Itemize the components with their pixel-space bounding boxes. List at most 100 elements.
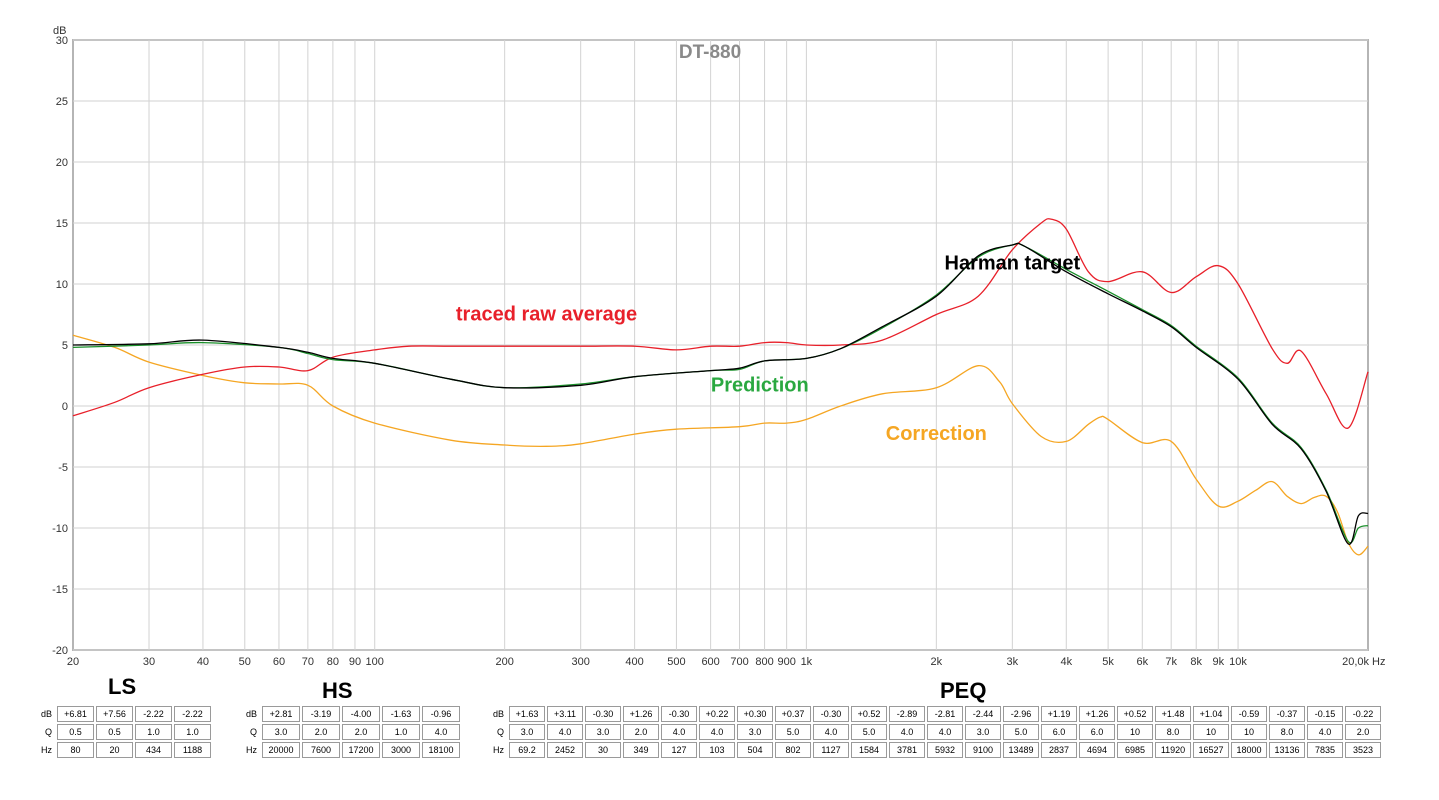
- y-tick-label: 25: [56, 96, 68, 108]
- x-tick-label: 500: [667, 656, 685, 668]
- x-tick-label: 400: [625, 656, 643, 668]
- grid-lines: [73, 39, 1368, 651]
- peq-db-cell: -0.37: [1269, 706, 1306, 722]
- x-tick-label: 6k: [1136, 656, 1148, 668]
- x-tick-label: 90: [349, 656, 361, 668]
- ls-q-cell: 1.0: [174, 724, 212, 740]
- peq-hz-cell: 16527: [1193, 742, 1230, 758]
- hs-db-cell: -4.00: [342, 706, 381, 722]
- peq-q-cell: 6.0: [1041, 724, 1078, 740]
- peq-db-cell: +1.63: [509, 706, 546, 722]
- x-tick-label: 5k: [1102, 656, 1114, 668]
- row-label: Q: [39, 724, 55, 740]
- peq-hz-cell: 504: [737, 742, 774, 758]
- y-axis-ticks: 30 25 20 15 10 5 0 -5 -10 -15 -20: [52, 35, 68, 657]
- peq-q-cell: 2.0: [1345, 724, 1382, 740]
- ls-db-cell: +6.81: [57, 706, 95, 722]
- peq-q-cell: 5.0: [851, 724, 888, 740]
- peq-db-cell: +0.22: [699, 706, 736, 722]
- row-label: Hz: [39, 742, 55, 758]
- peq-hz-cell: 13136: [1269, 742, 1306, 758]
- ls-q-row: Q 0.5 0.5 1.0 1.0: [39, 724, 212, 740]
- peq-hz-cell: 4694: [1079, 742, 1116, 758]
- row-label: dB: [491, 706, 507, 722]
- peq-db-cell: -0.30: [585, 706, 622, 722]
- x-tick-label: 900: [777, 656, 795, 668]
- peq-hz-cell: 2837: [1041, 742, 1078, 758]
- y-tick-label: -10: [52, 523, 68, 535]
- peq-q-cell: 10: [1231, 724, 1268, 740]
- peq-q-cell: 3.0: [585, 724, 622, 740]
- peq-db-cell: +0.52: [1117, 706, 1154, 722]
- x-tick-label: 800: [755, 656, 773, 668]
- peq-db-row: dB +1.63 +3.11 -0.30 +1.26 -0.30 +0.22 +0.30 +0.…: [491, 706, 1382, 722]
- peq-hz-cell: 1127: [813, 742, 850, 758]
- harman-target-line: [72, 242, 1369, 545]
- y-tick-label: 5: [62, 340, 68, 352]
- x-tick-label: 4k: [1060, 656, 1072, 668]
- peq-db-cell: -0.30: [813, 706, 850, 722]
- y-tick-label: -20: [52, 645, 68, 657]
- peq-hz-row: Hz 69.2 2452 30 349 127 103 504 802 1127 1584 3781 5…: [491, 742, 1382, 758]
- x-tick-label: 70: [302, 656, 314, 668]
- hs-hz-cell: 3000: [382, 742, 421, 758]
- ls-db-cell: -2.22: [174, 706, 212, 722]
- ls-hz-cell: 20: [96, 742, 134, 758]
- x-tick-label: 80: [327, 656, 339, 668]
- peq-db-cell: +3.11: [547, 706, 584, 722]
- peq-db-cell: -2.81: [927, 706, 964, 722]
- peq-db-cell: +1.26: [623, 706, 660, 722]
- prediction-line: [72, 242, 1369, 544]
- correction-label: Correction: [886, 423, 987, 445]
- x-tick-label: 8k: [1190, 656, 1202, 668]
- peq-hz-cell: 6985: [1117, 742, 1154, 758]
- ls-hz-cell: 80: [57, 742, 95, 758]
- ls-hz-cell: 1188: [174, 742, 212, 758]
- ls-db-cell: -2.22: [135, 706, 173, 722]
- peq-hz-cell: 1584: [851, 742, 888, 758]
- peq-q-cell: 2.0: [623, 724, 660, 740]
- peq-hz-cell: 69.2: [509, 742, 546, 758]
- traced-raw-average-label: traced raw average: [456, 304, 637, 326]
- ls-hz-cell: 434: [135, 742, 173, 758]
- hs-db-row: dB +2.81 -3.19 -4.00 -1.63 -0.96: [244, 706, 461, 722]
- peq-filter-table: dB +1.63 +3.11 -0.30 +1.26 -0.30 +0.22 +0.30 +0.…: [489, 704, 1383, 760]
- row-label: Q: [491, 724, 507, 740]
- row-label: dB: [39, 706, 55, 722]
- ls-db-row: dB +6.81 +7.56 -2.22 -2.22: [39, 706, 212, 722]
- y-tick-label: 0: [62, 401, 68, 413]
- x-tick-label: 200: [495, 656, 513, 668]
- peq-hz-cell: 103: [699, 742, 736, 758]
- x-tick-label: 20,0k: [1342, 656, 1369, 668]
- x-tick-label: 100: [366, 656, 384, 668]
- x-tick-label: 9k: [1212, 656, 1224, 668]
- hs-filter-table: dB +2.81 -3.19 -4.00 -1.63 -0.96 Q 3.0 2.0 2.0 1.0…: [242, 704, 462, 760]
- peq-db-cell: +1.19: [1041, 706, 1078, 722]
- ls-hz-row: Hz 80 20 434 1188: [39, 742, 212, 758]
- hs-title: HS: [322, 678, 353, 703]
- y-tick-label: 10: [56, 279, 68, 291]
- hs-q-cell: 2.0: [302, 724, 341, 740]
- peq-q-cell: 8.0: [1269, 724, 1306, 740]
- row-label: dB: [244, 706, 260, 722]
- row-label: Hz: [491, 742, 507, 758]
- hs-db-cell: -0.96: [422, 706, 461, 722]
- x-tick-label: 700: [730, 656, 748, 668]
- x-tick-label: 3k: [1007, 656, 1019, 668]
- peq-hz-cell: 18000: [1231, 742, 1268, 758]
- peq-hz-cell: 13489: [1003, 742, 1040, 758]
- y-tick-label: 20: [56, 157, 68, 169]
- peq-db-cell: -0.22: [1345, 706, 1382, 722]
- hs-q-cell: 4.0: [422, 724, 461, 740]
- peq-db-cell: -0.30: [661, 706, 698, 722]
- peq-hz-cell: 5932: [927, 742, 964, 758]
- peq-db-cell: -2.44: [965, 706, 1002, 722]
- series-annotations: Harman target traced raw average Predictio…: [456, 252, 1081, 445]
- peq-q-cell: 3.0: [965, 724, 1002, 740]
- peq-q-cell: 8.0: [1155, 724, 1192, 740]
- traced-raw-average-line: [72, 218, 1369, 429]
- hs-q-cell: 3.0: [262, 724, 301, 740]
- peq-hz-cell: 3523: [1345, 742, 1382, 758]
- hs-hz-row: Hz 20000 7600 17200 3000 18100: [244, 742, 461, 758]
- peq-title: PEQ: [940, 678, 987, 703]
